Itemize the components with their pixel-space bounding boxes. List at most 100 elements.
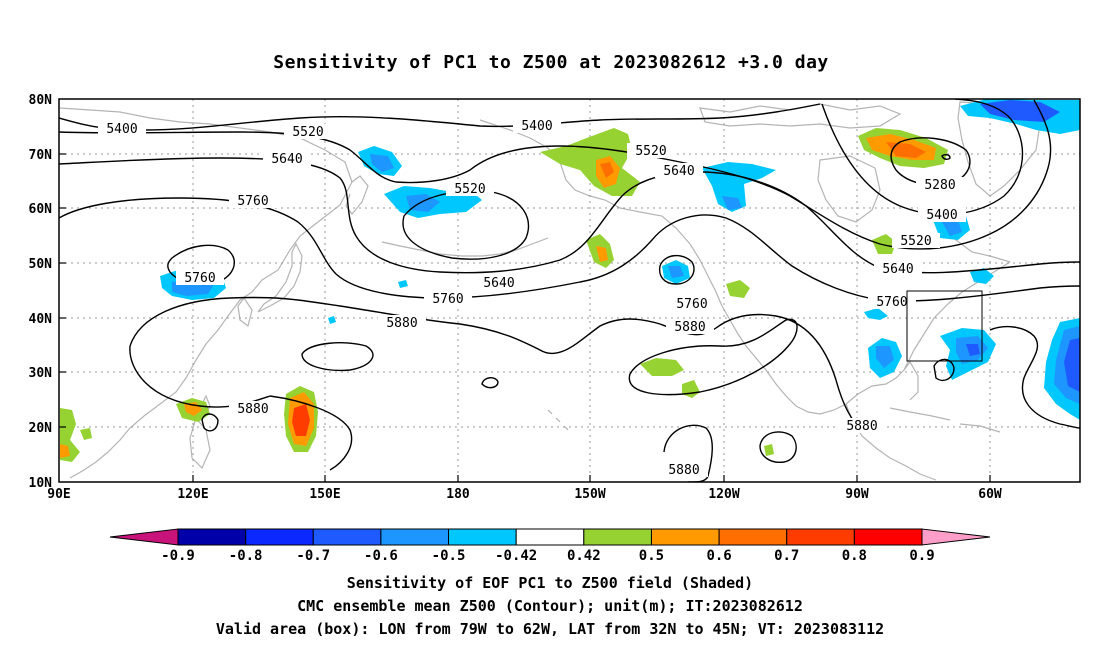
- lat-label-10n: 10N: [29, 476, 53, 491]
- colorbar-label: -0.7: [296, 548, 330, 564]
- colorbar-label: 0.7: [774, 548, 799, 564]
- colorbar: -0.9 -0.8 -0.7 -0.6 -0.5 -0.42 0.42 0.5 0.6 0.7 0.…: [109, 528, 991, 564]
- map-panel: 5400 5520 5400 5640 5520 5640 5760 5520 …: [29, 93, 1081, 502]
- shade-neg-greenland-core: [980, 100, 1060, 122]
- colorbar-segment: [718, 528, 788, 546]
- korea-coastline: [237, 296, 253, 328]
- lat-label-70n: 70N: [29, 148, 53, 163]
- lon-label-180: 180: [446, 487, 470, 502]
- valid-area-box: [906, 290, 983, 362]
- contour-5400-b: [821, 99, 1024, 216]
- contour-5880-south: [269, 395, 353, 471]
- contour-label-5520-c: 5520: [454, 182, 485, 197]
- contour-label-5520-b: 5520: [635, 144, 666, 159]
- colorbar-labels: -0.9 -0.8 -0.7 -0.6 -0.5 -0.42 0.42 0.5 0.6 0.7 0.…: [161, 548, 935, 564]
- contour-label-5760-b: 5760: [184, 271, 215, 286]
- colorbar-low-extension: [109, 528, 179, 546]
- colorbar-segment: [448, 528, 517, 546]
- contour-label-5640-c: 5640: [882, 262, 913, 277]
- lat-label-60n: 60N: [29, 202, 53, 217]
- shade-pos-epac: [640, 358, 684, 376]
- shade-neg-small-1: [398, 280, 408, 288]
- lon-label-150e: 150E: [309, 487, 340, 502]
- colorbar-label: -0.6: [364, 548, 398, 564]
- contour-5880-ring-2: [481, 377, 499, 389]
- lon-label-120e: 120E: [177, 487, 208, 502]
- contour-5880-ring-6: [759, 431, 797, 463]
- shade-pos-gulf-core: [596, 246, 608, 262]
- japan-coastline: [257, 242, 303, 313]
- map-frame: [58, 98, 1081, 483]
- colorbar-segment: [853, 528, 923, 546]
- contour-label-5640-d: 5640: [483, 276, 514, 291]
- caption-valid-area: Valid area (box): LON from 79W to 62W, L…: [216, 620, 884, 638]
- colorbar-label: -0.9: [161, 548, 195, 564]
- caption-contour-field: CMC ensemble mean Z500 (Contour); unit(m…: [297, 597, 803, 615]
- shade-neg-atlantic-core2: [966, 344, 980, 356]
- longitude-labels: 90E 120E 150E 180 150W 120W 90W 60W: [47, 487, 1002, 502]
- axis-ticks: [59, 153, 991, 482]
- shade-neg-bc-core: [668, 266, 684, 278]
- contour-5880-ring-4: [628, 318, 798, 396]
- contour-label-5760-d: 5760: [432, 292, 463, 307]
- kamchatka-coastline: [345, 175, 369, 215]
- shade-pos-west-small: [80, 428, 92, 440]
- shade-neg-nw-canada: [702, 162, 776, 212]
- lon-label-120w: 120W: [708, 487, 739, 502]
- shade-pos-mexico: [764, 444, 774, 456]
- shade-pos-alaska-core2: [600, 162, 614, 178]
- contour-label-5880-d: 5880: [846, 419, 877, 434]
- contour-label-5640-a: 5640: [271, 152, 302, 167]
- shade-neg-labrador-core: [942, 220, 962, 236]
- colorbar-segment: [583, 528, 652, 546]
- hudson-bay: [817, 155, 881, 223]
- contour-label-5880-a: 5880: [386, 316, 417, 331]
- contour-5880-ring-1: [301, 342, 374, 372]
- asia-coastline: [59, 107, 353, 479]
- shade-pos-west-edge-core: [60, 444, 70, 458]
- colorbar-segment: [245, 528, 314, 546]
- colorbar-label: 0.9: [909, 548, 934, 564]
- colorbar-segment: [650, 528, 720, 546]
- na-west-coastline: [689, 243, 847, 415]
- colorbar-label: 0.5: [639, 548, 664, 564]
- colorbar-segment: [786, 528, 855, 546]
- lon-label-150w: 150W: [574, 487, 605, 502]
- colorbar-label: -0.5: [432, 548, 466, 564]
- contour-label-5760-c: 5760: [876, 295, 907, 310]
- alaska-coastline: [479, 119, 691, 245]
- contour-label-5880-b: 5880: [674, 320, 705, 335]
- contour-label-5760-a: 5760: [237, 194, 268, 209]
- contour-5880-ring-5: [663, 424, 713, 482]
- caption-shaded-field: Sensitivity of EOF PC1 to Z500 field (Sh…: [347, 574, 753, 592]
- aleutian-islands: [381, 237, 549, 257]
- colorbar-high-extension: [921, 528, 991, 546]
- lat-label-40n: 40N: [29, 312, 53, 327]
- shade-pos-hudson-core: [886, 142, 926, 158]
- contour-5400: [59, 103, 821, 131]
- contour-label-5520-d: 5520: [900, 234, 931, 249]
- shade-neg-nw-canada-core: [722, 196, 742, 210]
- lat-label-80n: 80N: [29, 93, 53, 108]
- contour-label-5640-b: 5640: [663, 164, 694, 179]
- colorbar-label: -0.42: [495, 548, 537, 564]
- figure-title: Sensitivity of PC1 to Z500 at 2023082612…: [273, 52, 829, 73]
- contour-label-5280: 5280: [924, 178, 955, 193]
- contour-5640-c: [658, 255, 695, 285]
- shade-neg-okhotsk-core: [370, 154, 394, 172]
- contour-label-5880-e: 5880: [668, 463, 699, 478]
- colorbar-label: 0.6: [706, 548, 731, 564]
- contour-5880-atlantic: [989, 325, 1080, 429]
- shade-neg-east-edge-core: [1064, 338, 1080, 392]
- lon-label-60w: 60W: [978, 487, 1002, 502]
- colorbar-segments: [177, 528, 923, 546]
- shade-neg-us-gulf: [864, 308, 888, 320]
- contour-5880-ring-3: [201, 413, 219, 432]
- shade-neg-small-2: [328, 316, 336, 324]
- colorbar-label: -0.8: [229, 548, 263, 564]
- contour-labels: 5400 5520 5400 5640 5520 5640 5760 5520 …: [98, 118, 966, 478]
- contour-label-5400-a: 5400: [106, 122, 137, 137]
- lon-label-90w: 90W: [845, 487, 869, 502]
- shade-neg-newfoundland: [970, 268, 994, 284]
- latitude-labels: 80N 70N 60N 50N 40N 30N 20N 10N: [29, 93, 53, 491]
